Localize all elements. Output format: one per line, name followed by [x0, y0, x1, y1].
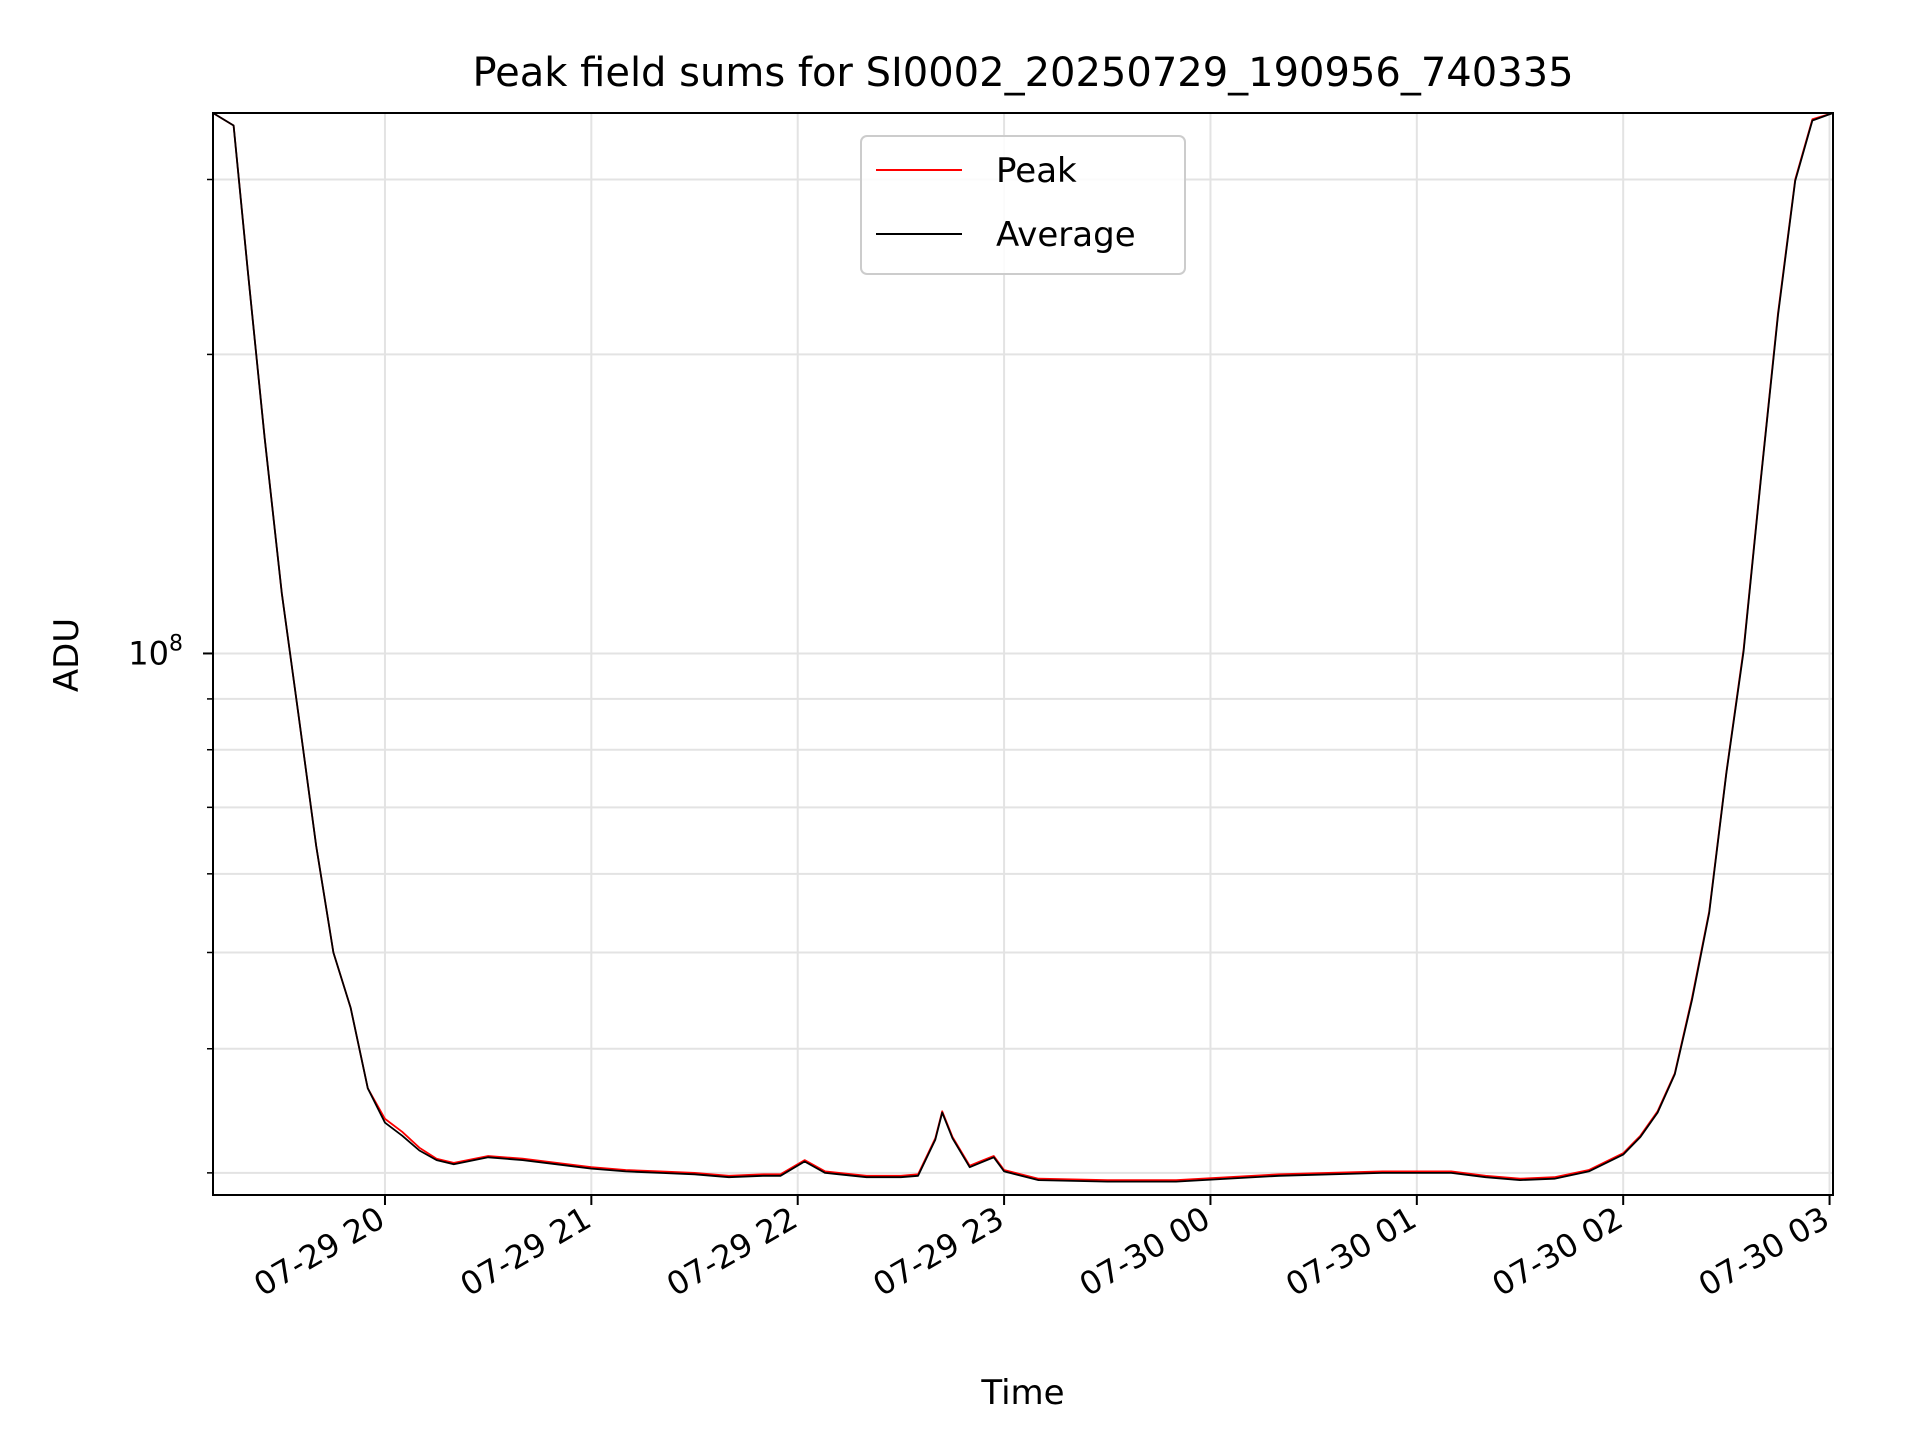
- legend-label-peak: Peak: [996, 151, 1077, 191]
- chart-title: Peak field sums for SI0002_20250729_1909…: [472, 50, 1573, 96]
- x-tick-label: 07-29 23: [866, 1199, 1010, 1304]
- x-axis-label: Time: [980, 1373, 1064, 1413]
- x-tick-label: 07-30 03: [1692, 1199, 1836, 1304]
- series-line-average: [212, 112, 1834, 1183]
- series-layer: [212, 112, 1834, 1183]
- grid: [213, 113, 1833, 1195]
- x-tick-label: 07-29 21: [454, 1199, 598, 1304]
- x-tick-label: 07-29 22: [660, 1199, 804, 1304]
- x-tick-label: 07-30 00: [1073, 1199, 1217, 1304]
- x-tick-label: 07-30 02: [1486, 1199, 1630, 1304]
- y-axis-label: ADU: [47, 618, 87, 692]
- y-tick-label: 108: [128, 631, 183, 672]
- x-tick-label: 07-29 20: [247, 1199, 391, 1304]
- legend-label-average: Average: [996, 215, 1136, 255]
- x-tick-label: 07-30 01: [1279, 1199, 1423, 1304]
- legend: Peak Average: [860, 135, 1186, 275]
